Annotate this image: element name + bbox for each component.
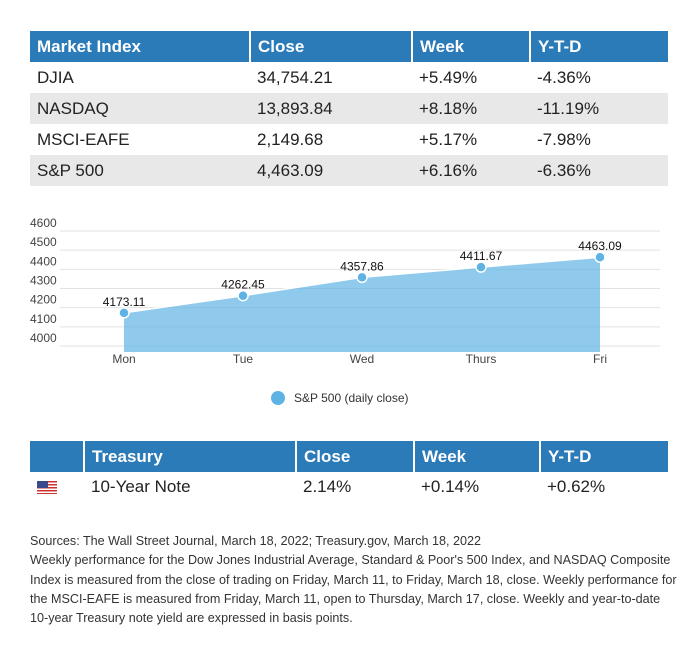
cell: 4,463.09 bbox=[250, 155, 412, 186]
cell: +0.62% bbox=[547, 477, 606, 496]
cell: +5.17% bbox=[419, 129, 478, 149]
table-row: NASDAQ 13,893.84 +8.18% -11.19% bbox=[30, 93, 668, 124]
cell: -11.19% bbox=[530, 93, 668, 124]
treasury-table: Treasury Close Week Y-T-D 10-Year Note 2… bbox=[30, 441, 668, 502]
data-label: 4262.45 bbox=[221, 278, 265, 292]
x-tick-label: Thurs bbox=[466, 352, 497, 366]
data-label: 4173.11 bbox=[103, 295, 146, 309]
table-row: S&P 500 4,463.09 +6.16% -6.36% bbox=[30, 155, 668, 186]
x-tick-label: Mon bbox=[112, 352, 135, 366]
legend-label: S&P 500 (daily close) bbox=[294, 391, 409, 405]
y-tick-label: 4600 bbox=[30, 216, 57, 230]
header-week: Week bbox=[414, 441, 541, 472]
cell: +8.18% bbox=[412, 93, 530, 124]
header-week: Week bbox=[412, 31, 531, 62]
cell: -6.36% bbox=[530, 155, 668, 186]
sp500-area-chart: 4000 4100 4200 4300 4400 4500 4600 4173.11 Mon 42… bbox=[30, 216, 660, 405]
area-fill bbox=[124, 257, 600, 352]
cell: -4.36% bbox=[537, 67, 591, 87]
data-point bbox=[594, 251, 606, 263]
data-point bbox=[237, 289, 249, 302]
market-index-table: Market Index Close Week Y-T-D DJIA 34,754… bbox=[30, 31, 668, 186]
cell: NASDAQ bbox=[30, 93, 250, 124]
header-ytd: Y-T-D bbox=[530, 31, 668, 62]
data-point bbox=[356, 271, 368, 284]
cell: 34,754.21 bbox=[257, 67, 333, 87]
methodology-note: Weekly performance for the Dow Jones Ind… bbox=[30, 553, 677, 626]
cell: 2,149.68 bbox=[257, 129, 324, 149]
y-tick-label: 4400 bbox=[30, 254, 57, 268]
cell: -7.98% bbox=[537, 129, 591, 149]
cell: 13,893.84 bbox=[250, 93, 412, 124]
cell: S&P 500 bbox=[30, 155, 250, 186]
us-flag-icon bbox=[37, 481, 57, 495]
table-row: MSCI-EAFE 2,149.68 +5.17% -7.98% bbox=[30, 124, 668, 155]
cell: 10-Year Note bbox=[91, 477, 191, 496]
table-row: DJIA 34,754.21 +5.49% -4.36% bbox=[30, 62, 668, 93]
header-flag bbox=[30, 441, 85, 472]
legend-marker bbox=[271, 391, 285, 405]
cell: DJIA bbox=[37, 67, 74, 87]
header-treasury: Treasury bbox=[84, 441, 297, 472]
x-tick-label: Wed bbox=[350, 352, 374, 366]
x-tick-label: Tue bbox=[233, 352, 254, 366]
data-point bbox=[118, 307, 130, 319]
data-label: 4411.67 bbox=[460, 249, 503, 263]
table-row: 10-Year Note 2.14% +0.14% +0.62% bbox=[30, 472, 668, 502]
table-header: Market Index Close Week Y-T-D bbox=[30, 31, 668, 62]
cell: MSCI-EAFE bbox=[37, 129, 130, 149]
header-ytd: Y-T-D bbox=[540, 441, 668, 472]
header-close: Close bbox=[250, 31, 413, 62]
cell: +6.16% bbox=[412, 155, 530, 186]
y-tick-label: 4200 bbox=[30, 293, 57, 307]
cell: 2.14% bbox=[303, 477, 352, 496]
x-tick-label: Fri bbox=[593, 352, 607, 366]
footnotes: Sources: The Wall Street Journal, March … bbox=[30, 532, 680, 628]
data-point bbox=[475, 261, 487, 273]
header-market-index: Market Index bbox=[30, 31, 251, 62]
data-label: 4463.09 bbox=[578, 239, 622, 253]
cell: +5.49% bbox=[419, 67, 478, 87]
y-tick-label: 4500 bbox=[30, 235, 57, 249]
header-close: Close bbox=[296, 441, 415, 472]
y-tick-label: 4000 bbox=[30, 331, 57, 345]
table-header: Treasury Close Week Y-T-D bbox=[30, 441, 668, 472]
cell: +0.14% bbox=[421, 477, 480, 496]
y-tick-label: 4100 bbox=[30, 312, 57, 326]
sources-note: Sources: The Wall Street Journal, March … bbox=[30, 534, 482, 548]
y-tick-label: 4300 bbox=[30, 274, 57, 288]
data-label: 4357.86 bbox=[340, 259, 384, 273]
